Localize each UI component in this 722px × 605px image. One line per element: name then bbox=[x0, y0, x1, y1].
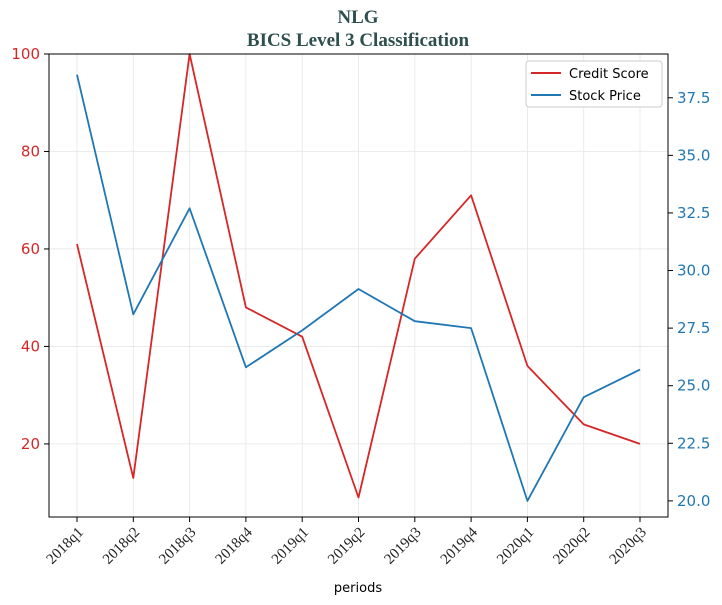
x-tick-label: 2018q3 bbox=[156, 525, 199, 568]
right-y-tick-label: 25.0 bbox=[677, 377, 710, 395]
x-tick-label: 2020q2 bbox=[550, 525, 593, 568]
left-y-tick-label: 80 bbox=[21, 142, 40, 160]
left-y-tick-label: 60 bbox=[21, 240, 40, 258]
right-y-tick-label: 32.5 bbox=[677, 204, 710, 222]
chart-title: NLG bbox=[337, 7, 378, 28]
credit-score-line bbox=[76, 53, 641, 499]
x-axis: 2018q1 2018q2 2018q3 2018q4 2019q1 2019q2 2019… bbox=[44, 517, 650, 568]
grid bbox=[49, 53, 668, 517]
stock-price-line bbox=[76, 74, 641, 502]
right-y-tick-label: 37.5 bbox=[677, 89, 710, 107]
x-axis-label: periods bbox=[334, 581, 382, 596]
x-tick-label: 2019q2 bbox=[325, 525, 368, 568]
right-y-axis: 20.0 22.5 25.0 27.5 30.0 32.5 35.0 37.5 bbox=[668, 89, 710, 510]
legend-label-credit-score: Credit Score bbox=[569, 67, 649, 82]
right-y-tick-label: 35.0 bbox=[677, 146, 710, 164]
left-y-axis: 20 40 60 80 100 bbox=[11, 45, 49, 453]
left-y-tick-label: 40 bbox=[21, 337, 40, 355]
right-y-tick-label: 22.5 bbox=[677, 434, 710, 452]
chart-subtitle: BICS Level 3 Classification bbox=[247, 30, 470, 51]
x-tick-label: 2019q3 bbox=[381, 525, 424, 568]
left-y-tick-label: 100 bbox=[11, 45, 40, 63]
x-tick-label: 2020q1 bbox=[494, 525, 537, 568]
right-y-tick-label: 20.0 bbox=[677, 492, 710, 510]
left-y-tick-label: 20 bbox=[21, 435, 40, 453]
x-tick-label: 2020q3 bbox=[607, 525, 650, 568]
legend: Credit Score Stock Price bbox=[525, 60, 663, 108]
legend-label-stock-price: Stock Price bbox=[569, 89, 641, 104]
right-y-tick-label: 30.0 bbox=[677, 262, 710, 280]
series-lines bbox=[76, 53, 641, 502]
right-y-tick-label: 27.5 bbox=[677, 319, 710, 337]
x-tick-label: 2018q4 bbox=[213, 524, 256, 567]
x-tick-label: 2018q2 bbox=[100, 525, 143, 568]
x-tick-label: 2018q1 bbox=[44, 525, 87, 568]
x-tick-label: 2019q1 bbox=[269, 525, 312, 568]
x-tick-label: 2019q4 bbox=[438, 524, 481, 567]
